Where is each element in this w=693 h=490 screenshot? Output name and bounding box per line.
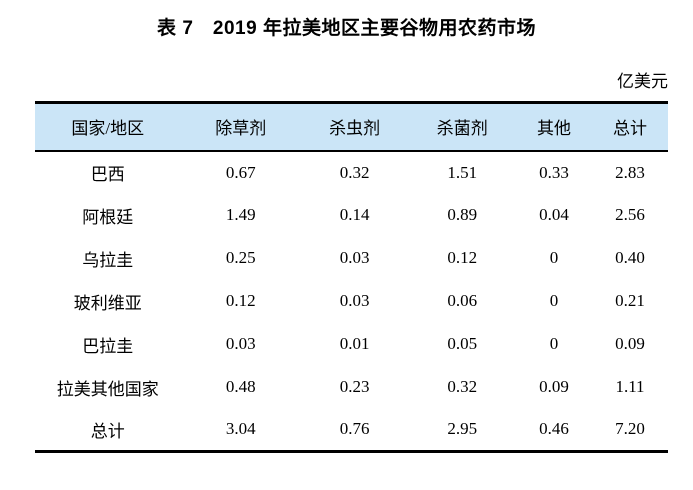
column-header-other: 其他 bbox=[537, 119, 572, 139]
table-row-total: 总计 3.04 0.76 2.95 0.46 7.20 bbox=[35, 409, 668, 452]
value-cell: 0.05 bbox=[447, 334, 478, 353]
value-cell: 0.33 bbox=[539, 162, 569, 182]
value-cell: 2.83 bbox=[615, 162, 645, 182]
value-cell: 0.03 bbox=[225, 334, 256, 353]
region-cell: 乌拉圭 bbox=[82, 250, 134, 270]
value-cell: 0.12 bbox=[447, 248, 478, 267]
header-row: 国家/地区 除草剂 杀虫剂 杀菌剂 其他 总计 bbox=[35, 102, 668, 151]
value-cell: 3.04 bbox=[225, 419, 256, 439]
value-cell: 0.09 bbox=[615, 334, 645, 353]
pesticide-market-table: 国家/地区 除草剂 杀虫剂 杀菌剂 其他 总计 巴西 0.67 0.32 1.5… bbox=[35, 101, 668, 453]
value-cell: 0.21 bbox=[615, 291, 645, 310]
value-cell: 0.32 bbox=[447, 377, 478, 396]
value-cell: 1.11 bbox=[615, 377, 645, 396]
value-cell: 0.14 bbox=[339, 205, 370, 224]
region-cell: 阿根廷 bbox=[82, 207, 134, 227]
value-cell: 7.20 bbox=[615, 419, 645, 439]
value-cell: 0.40 bbox=[615, 248, 645, 267]
value-cell: 0 bbox=[549, 334, 559, 353]
value-cell: 0.01 bbox=[339, 334, 370, 353]
column-header-insecticide: 杀虫剂 bbox=[329, 119, 381, 139]
value-cell: 2.56 bbox=[615, 205, 645, 224]
region-cell: 玻利维亚 bbox=[73, 293, 142, 313]
value-cell: 0.25 bbox=[225, 248, 256, 267]
value-cell: 0.04 bbox=[539, 205, 569, 224]
region-cell: 巴拉圭 bbox=[82, 336, 134, 356]
table-title: 表 7 2019 年拉美地区主要谷物用农药市场 bbox=[157, 18, 536, 39]
column-header-region: 国家/地区 bbox=[71, 119, 145, 139]
table-row: 乌拉圭 0.25 0.03 0.12 0 0.40 bbox=[35, 237, 668, 280]
value-cell: 0 bbox=[549, 291, 559, 310]
region-cell: 巴西 bbox=[90, 165, 125, 184]
value-cell: 0.23 bbox=[339, 377, 370, 396]
value-cell: 1.51 bbox=[447, 162, 478, 182]
value-cell: 0.46 bbox=[539, 419, 569, 439]
value-cell: 0.03 bbox=[339, 291, 370, 310]
unit-label: 亿美元 bbox=[617, 72, 668, 91]
value-cell: 0.09 bbox=[539, 377, 569, 396]
table-row: 巴拉圭 0.03 0.01 0.05 0 0.09 bbox=[35, 323, 668, 366]
value-cell: 0.89 bbox=[447, 205, 478, 224]
value-cell: 0 bbox=[549, 248, 559, 267]
value-cell: 1.49 bbox=[225, 205, 256, 224]
region-cell: 总计 bbox=[90, 421, 125, 441]
value-cell: 0.12 bbox=[225, 291, 256, 310]
column-header-fungicide: 杀菌剂 bbox=[436, 119, 488, 139]
value-cell: 2.95 bbox=[447, 419, 478, 439]
table-row: 拉美其他国家 0.48 0.23 0.32 0.09 1.11 bbox=[35, 366, 668, 409]
value-cell: 0.03 bbox=[339, 248, 370, 267]
table-row: 玻利维亚 0.12 0.03 0.06 0 0.21 bbox=[35, 280, 668, 323]
value-cell: 0.76 bbox=[339, 419, 370, 439]
column-header-herbicide: 除草剂 bbox=[215, 119, 267, 139]
column-header-total: 总计 bbox=[613, 119, 647, 139]
value-cell: 0.32 bbox=[339, 162, 370, 182]
region-cell: 拉美其他国家 bbox=[56, 379, 159, 399]
table-row: 阿根廷 1.49 0.14 0.89 0.04 2.56 bbox=[35, 194, 668, 237]
value-cell: 0.48 bbox=[225, 377, 256, 396]
table-row: 巴西 0.67 0.32 1.51 0.33 2.83 bbox=[35, 151, 668, 194]
value-cell: 0.06 bbox=[447, 291, 478, 310]
value-cell: 0.67 bbox=[225, 162, 256, 182]
